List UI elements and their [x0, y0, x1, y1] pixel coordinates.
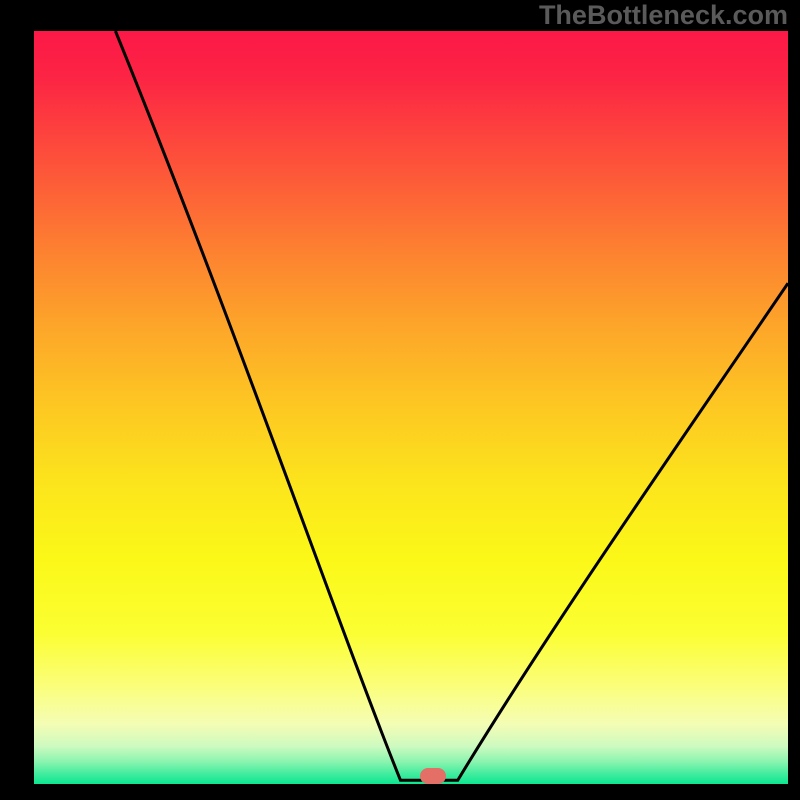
gradient-background: [34, 31, 788, 784]
watermark-text: TheBottleneck.com: [539, 0, 788, 31]
optimum-marker: [420, 768, 446, 784]
bottleneck-plot: [34, 31, 788, 784]
